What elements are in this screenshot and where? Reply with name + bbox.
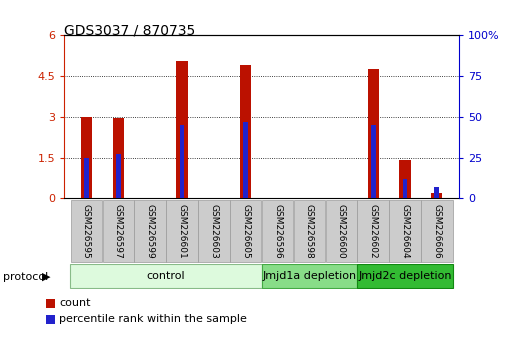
FancyBboxPatch shape: [70, 264, 262, 288]
FancyBboxPatch shape: [421, 200, 452, 262]
Text: GSM226597: GSM226597: [114, 204, 123, 258]
Text: ▶: ▶: [42, 272, 51, 282]
Text: GSM226595: GSM226595: [82, 204, 91, 258]
FancyBboxPatch shape: [230, 200, 262, 262]
FancyBboxPatch shape: [262, 200, 293, 262]
Bar: [431, 193, 442, 198]
FancyBboxPatch shape: [389, 200, 421, 262]
Text: GSM226598: GSM226598: [305, 204, 314, 258]
FancyBboxPatch shape: [358, 200, 389, 262]
Text: GSM226606: GSM226606: [432, 204, 441, 258]
Text: GSM226602: GSM226602: [369, 204, 378, 258]
Bar: [113, 118, 124, 198]
Bar: [180, 125, 184, 198]
Bar: [435, 187, 439, 198]
FancyBboxPatch shape: [103, 200, 134, 262]
Text: GSM226599: GSM226599: [146, 204, 154, 258]
FancyBboxPatch shape: [357, 264, 453, 288]
Bar: [81, 117, 92, 198]
Text: percentile rank within the sample: percentile rank within the sample: [59, 314, 247, 324]
Text: GSM226603: GSM226603: [209, 204, 219, 258]
Text: GSM226596: GSM226596: [273, 204, 282, 258]
Text: GSM226605: GSM226605: [241, 204, 250, 258]
Text: GSM226604: GSM226604: [401, 204, 409, 258]
Text: GSM226600: GSM226600: [337, 204, 346, 258]
Bar: [84, 158, 89, 198]
FancyBboxPatch shape: [326, 200, 357, 262]
Text: GSM226601: GSM226601: [177, 204, 187, 258]
Text: Jmjd1a depletion: Jmjd1a depletion: [262, 271, 357, 281]
FancyBboxPatch shape: [166, 200, 198, 262]
Text: Jmjd2c depletion: Jmjd2c depletion: [358, 271, 452, 281]
FancyBboxPatch shape: [134, 200, 166, 262]
FancyBboxPatch shape: [71, 200, 102, 262]
Bar: [243, 122, 248, 198]
Bar: [400, 160, 410, 198]
Text: count: count: [59, 298, 90, 308]
Text: GDS3037 / 870735: GDS3037 / 870735: [64, 23, 195, 37]
Bar: [116, 154, 121, 198]
Text: control: control: [147, 271, 185, 281]
Bar: [240, 65, 251, 198]
FancyBboxPatch shape: [198, 200, 230, 262]
FancyBboxPatch shape: [293, 200, 325, 262]
Bar: [371, 125, 376, 198]
Text: protocol: protocol: [3, 272, 48, 282]
Bar: [367, 69, 379, 198]
Bar: [176, 61, 188, 198]
FancyBboxPatch shape: [262, 264, 357, 288]
Bar: [403, 179, 407, 198]
